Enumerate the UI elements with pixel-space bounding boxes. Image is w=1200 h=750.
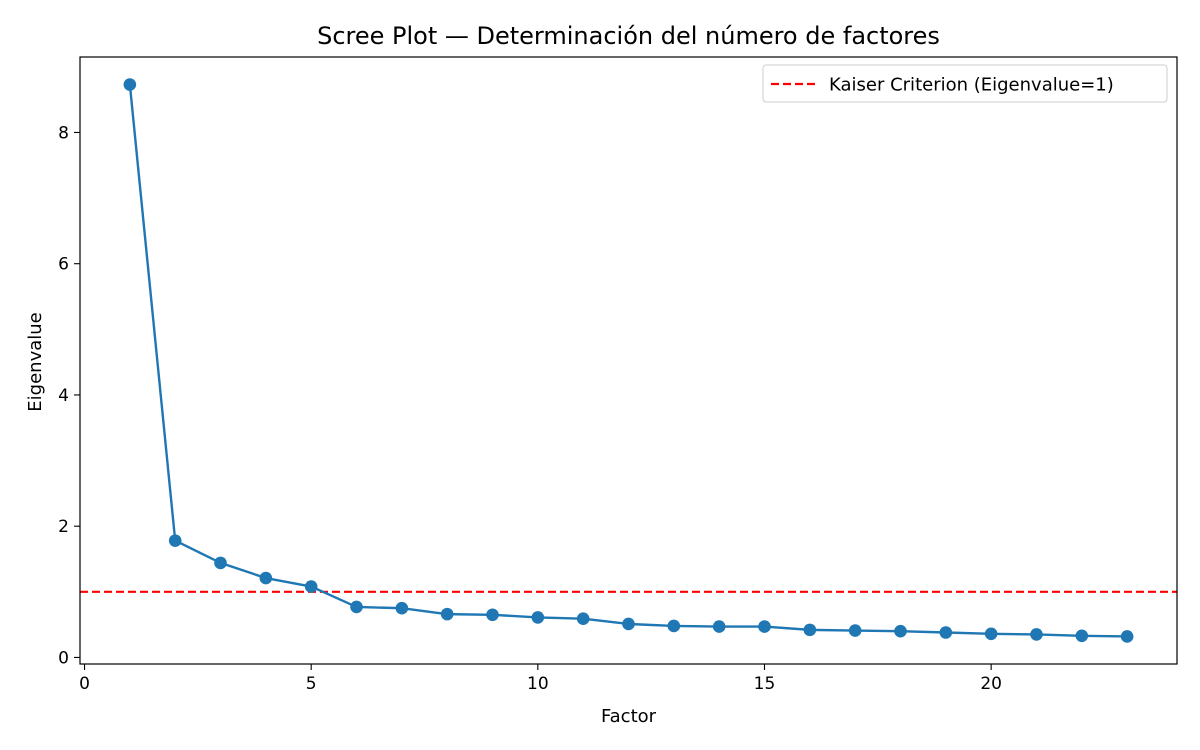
eigenvalue-point-7 — [395, 601, 409, 615]
eigenvalue-point-1 — [123, 78, 137, 91]
y-tick-label-8: 8 — [58, 123, 69, 143]
eigenvalue-point-8 — [440, 607, 454, 621]
eigenvalue-point-16 — [803, 623, 817, 637]
eigenvalue-point-20 — [984, 627, 998, 641]
plot-frame — [79, 56, 1178, 665]
eigenvalue-point-23 — [1120, 630, 1134, 643]
y-tick-label-2: 2 — [58, 517, 69, 537]
x-tick-label-5: 5 — [306, 674, 317, 694]
plot-area — [80, 78, 1177, 643]
eigenvalue-point-13 — [667, 619, 681, 633]
eigenvalue-point-3 — [214, 556, 227, 570]
y-axis-ticks: 0 2 4 6 8 — [58, 123, 80, 668]
y-axis-label: Eigenvalue — [25, 312, 46, 411]
x-tick-label-10: 10 — [527, 674, 549, 694]
y-tick-label-6: 6 — [58, 255, 69, 275]
eigenvalue-point-21 — [1030, 628, 1043, 641]
eigenvalue-point-4 — [259, 571, 273, 585]
x-tick-label-0: 0 — [79, 674, 90, 694]
eigenvalue-point-15 — [758, 620, 771, 633]
eigenvalue-point-14 — [712, 620, 726, 633]
x-tick-label-20: 20 — [980, 674, 1002, 694]
x-axis-label: Factor — [601, 706, 657, 727]
eigenvalue-point-9 — [486, 608, 499, 622]
legend: Kaiser Criterion (Eigenvalue=1) — [762, 64, 1168, 103]
eigenvalue-point-2 — [168, 534, 182, 547]
eigenvalue-point-6 — [350, 600, 363, 614]
x-tick-label-15: 15 — [754, 674, 776, 694]
legend-kaiser-label: Kaiser Criterion (Eigenvalue=1) — [829, 75, 1114, 96]
eigenvalue-point-12 — [622, 617, 635, 631]
x-axis-ticks: 0 5 10 15 20 — [79, 664, 1002, 694]
chart-title: Scree Plot — Determinación del número de… — [317, 22, 940, 50]
y-tick-label-0: 0 — [58, 648, 69, 668]
y-tick-label-4: 4 — [58, 386, 69, 406]
eigenvalue-point-19 — [939, 626, 953, 639]
eigenvalue-point-10 — [531, 611, 545, 624]
eigenvalue-point-17 — [848, 624, 862, 637]
eigenvalue-point-22 — [1075, 629, 1089, 643]
legend-box — [762, 64, 1168, 103]
eigenvalue-point-5 — [304, 580, 318, 593]
eigenvalue-point-11 — [576, 612, 590, 626]
eigenvalue-point-18 — [894, 624, 907, 638]
